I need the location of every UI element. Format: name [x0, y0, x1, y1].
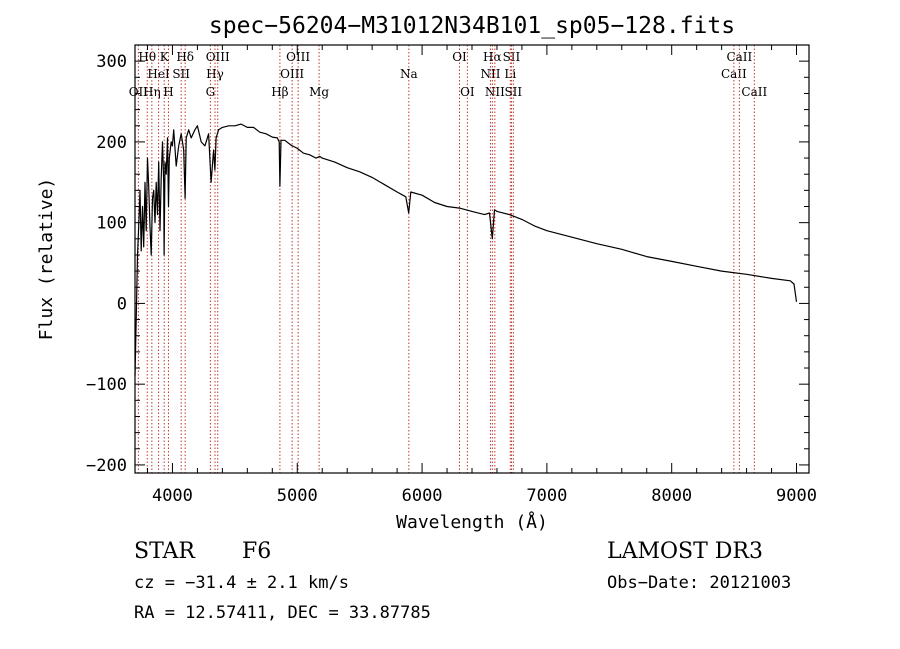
line-marker-label: CaII — [726, 50, 752, 64]
line-marker-label: SII — [504, 85, 522, 99]
object-subclass: F6 — [242, 539, 272, 564]
survey-name: LAMOST DR3 — [607, 539, 763, 564]
y-tick-label: −100 — [86, 375, 127, 395]
line-marker-label: OIII — [206, 50, 230, 64]
x-tick-label: 4000 — [152, 486, 193, 506]
y-tick-label: 200 — [96, 133, 127, 153]
line-marker-label: Hη — [143, 85, 161, 99]
spectral-line-markers: OII Hθ Hη HeI K H SII Hδ G Hγ OIII Hβ OIII OIII Mg Na OI… — [129, 45, 767, 473]
line-marker-label: H — [163, 85, 173, 99]
x-tick-label: 9000 — [776, 486, 817, 506]
line-marker-label: NII — [485, 85, 505, 99]
y-axis-label: Flux (relative) — [36, 178, 57, 341]
line-marker-label: CaII — [741, 85, 767, 99]
line-marker-label: NII — [480, 67, 500, 81]
line-marker-label: OII — [129, 85, 149, 99]
x-tick-label: 7000 — [526, 486, 567, 506]
line-marker-label: Hα — [483, 50, 502, 64]
ra-dec: RA = 12.57411, DEC = 33.87785 — [134, 603, 431, 623]
line-marker-label: OIII — [286, 50, 310, 64]
line-marker-label: CaII — [721, 67, 747, 81]
series-layer — [134, 123, 798, 377]
y-tick-label: −200 — [86, 456, 127, 476]
line-marker-label: G — [206, 85, 216, 99]
object-class: STAR — [134, 539, 195, 564]
line-marker-label: OI — [460, 85, 475, 99]
observation-date: Obs−Date: 20121003 — [607, 573, 792, 593]
y-tick-label: 0 — [117, 294, 127, 314]
x-axis-label: Wavelength (Å) — [396, 511, 548, 533]
y-tick-label: 300 — [96, 52, 127, 72]
y-tick-label: 100 — [96, 214, 127, 234]
line-marker-label: SII — [172, 67, 190, 81]
plot-frame — [134, 44, 810, 474]
x-tick-label: 6000 — [402, 486, 443, 506]
line-marker-label: Hδ — [176, 50, 194, 64]
line-marker-label: Na — [400, 67, 418, 81]
chart-title: spec−56204−M31012N34B101_sp05−128.fits — [209, 13, 735, 39]
line-marker-label: Mg — [309, 85, 329, 99]
line-marker-label: Li — [504, 67, 516, 81]
spectrum-line — [134, 123, 798, 377]
line-marker-label: OIII — [280, 67, 304, 81]
line-marker-label: OI — [452, 50, 467, 64]
axes: 4000 5000 6000 7000 8000 9000 300 200 100 0 −100 −2… — [86, 45, 817, 506]
line-marker-label: Hγ — [206, 67, 224, 81]
x-tick-label: 5000 — [277, 486, 318, 506]
x-tick-label: 8000 — [651, 486, 692, 506]
line-marker-label: K — [160, 50, 170, 64]
redshift-cz: cz = −31.4 ± 2.1 km/s — [134, 573, 349, 593]
line-marker-label: Hβ — [271, 85, 288, 99]
line-marker-label: SII — [503, 50, 521, 64]
line-marker-label: Hθ — [138, 50, 156, 64]
line-marker-label: HeI — [147, 67, 170, 81]
